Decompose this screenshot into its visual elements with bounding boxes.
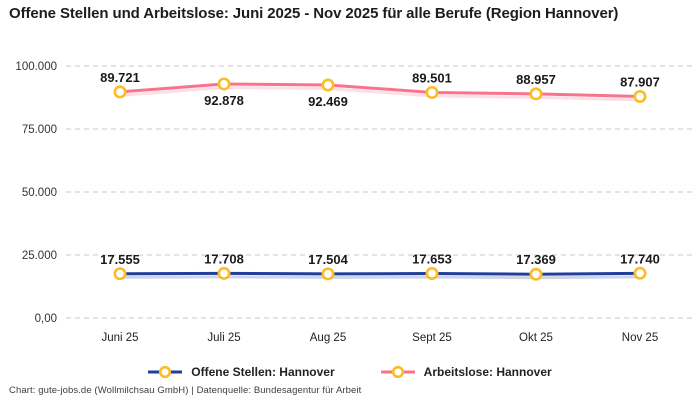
data-point-label: 92.878 [204, 93, 244, 108]
series-line [119, 82, 641, 98]
x-axis-tick-label: Sept 25 [412, 332, 452, 344]
x-axis-tick-label: Juni 25 [101, 332, 138, 344]
chart-title: Offene Stellen und Arbeitslose: Juni 202… [9, 5, 619, 22]
data-point-marker [529, 87, 543, 101]
data-point-marker [633, 89, 647, 103]
data-point-marker [425, 85, 439, 99]
data-point-label: 17.740 [620, 251, 660, 266]
y-axis-tick-label: 75.000 [22, 124, 57, 136]
legend: Offene Stellen: Hannover Arbeitslose: Ha… [0, 360, 700, 384]
data-point-label: 89.721 [100, 70, 140, 85]
series-line-shadow [119, 85, 641, 102]
data-point-label: 89.501 [412, 70, 452, 85]
x-axis-tick-label: Nov 25 [622, 332, 658, 344]
x-axis-tick-label: Aug 25 [310, 332, 346, 344]
data-point-marker [217, 77, 231, 91]
y-axis-tick-label: 0,00 [35, 313, 57, 325]
data-point-marker [321, 78, 335, 92]
x-axis-tick-label: Okt 25 [519, 332, 553, 344]
data-point-label: 87.907 [620, 74, 660, 89]
data-point-marker [113, 85, 127, 99]
plot-area: 0,00 25.000 50.000 75.000 100.000 Juni 25 Juli… [0, 48, 700, 348]
data-point-marker [425, 267, 439, 281]
data-point-label: 17.555 [100, 252, 140, 267]
legend-marker-arbeitslose-icon [380, 365, 415, 379]
data-point-marker [529, 267, 543, 281]
legend-label-offene-stellen: Offene Stellen: Hannover [191, 365, 335, 379]
series-line [119, 271, 641, 276]
source-attribution: Chart: gute-jobs.de (Wollmilchsau GmbH) … [9, 385, 362, 396]
legend-marker-offene-stellen-icon [148, 365, 183, 379]
data-point-marker [217, 266, 231, 280]
data-point-label: 17.708 [204, 251, 244, 266]
data-point-label: 88.957 [516, 72, 556, 87]
data-point-marker [321, 267, 335, 281]
legend-item-offene-stellen[interactable]: Offene Stellen: Hannover [148, 365, 335, 379]
series-line-shadow [119, 275, 641, 280]
y-axis-tick-label: 100.000 [15, 61, 57, 73]
chart-svg: 0,00 25.000 50.000 75.000 100.000 Juni 25 Juli… [15, 61, 692, 344]
legend-label-arbeitslose: Arbeitslose: Hannover [423, 365, 552, 379]
data-point-label: 17.653 [412, 252, 452, 267]
data-point-label: 92.469 [308, 94, 348, 109]
x-axis-tick-label: Juli 25 [207, 332, 240, 344]
legend-item-arbeitslose[interactable]: Arbeitslose: Hannover [380, 365, 552, 379]
data-point-marker [633, 266, 647, 280]
data-point-label: 17.504 [308, 252, 349, 267]
y-axis-tick-label: 50.000 [22, 187, 57, 199]
y-axis-tick-label: 25.000 [22, 250, 57, 262]
data-point-marker [113, 267, 127, 281]
data-point-label: 17.369 [516, 252, 556, 267]
